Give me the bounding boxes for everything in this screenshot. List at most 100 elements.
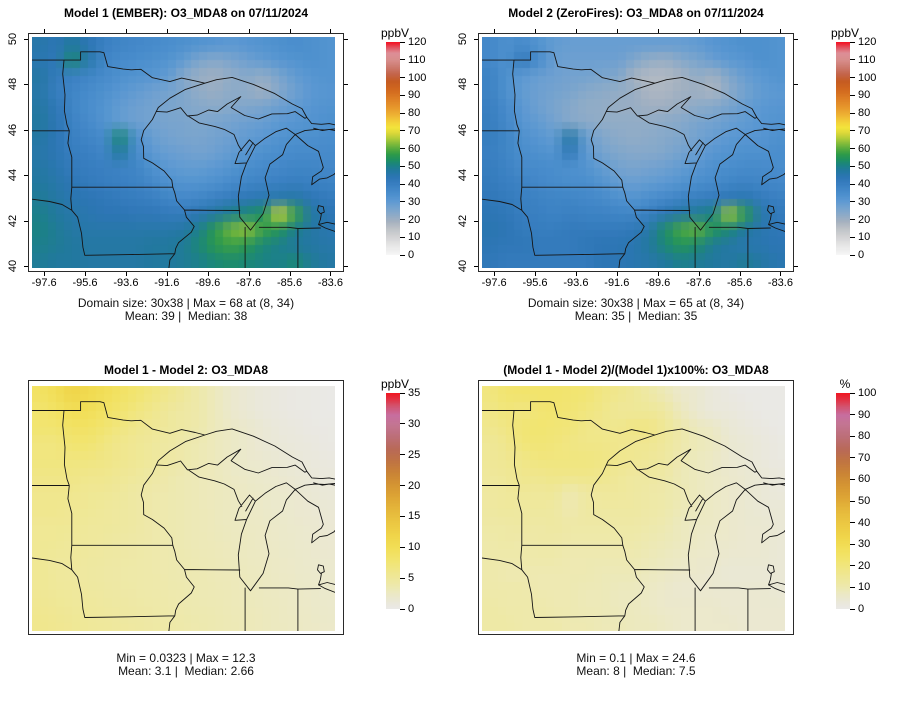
x-axis-tick <box>44 272 46 276</box>
colorbar-tick <box>850 77 855 78</box>
x-axis-tick <box>166 272 168 276</box>
panel-model1-ember: Model 1 (EMBER): O3_MDA8 on 07/11/2024 -… <box>0 0 450 352</box>
colorbar-tick-label: 0 <box>858 603 865 615</box>
colorbar-tick <box>400 41 405 43</box>
colorbar-tick <box>850 565 855 567</box>
y-axis-tick <box>24 175 28 177</box>
y-axis-tick <box>474 265 478 267</box>
colorbar-tick <box>400 59 405 61</box>
x-axis-label: -83.6 <box>317 277 343 289</box>
x-axis-tick <box>330 272 332 276</box>
y-axis-tick <box>24 220 28 222</box>
colorbar-tick-label: 70 <box>858 451 871 464</box>
y-axis-label: 40 <box>457 259 469 273</box>
colorbar-tick <box>400 219 405 220</box>
colorbar-tick <box>400 236 405 238</box>
colorbar-tick-label: 80 <box>408 107 421 119</box>
colorbar-tick-label: 20 <box>408 213 421 226</box>
y-axis-label: 48 <box>457 78 469 91</box>
colorbar-tick <box>400 515 405 517</box>
colorbar-tick <box>850 608 855 610</box>
y-axis-label: 48 <box>7 78 19 91</box>
colorbar-tick-label: 50 <box>858 160 871 173</box>
y-axis-tick <box>24 129 28 131</box>
colorbar-tick <box>400 423 405 425</box>
colorbar-tick-label: 80 <box>858 107 871 119</box>
colorbar <box>836 42 850 255</box>
y-axis-tick <box>24 39 28 41</box>
y-axis-tick-right <box>794 129 798 131</box>
colorbar-tick <box>850 435 855 437</box>
colorbar-tick <box>850 236 855 238</box>
colorbar-tick <box>400 183 405 185</box>
x-axis-tick <box>698 272 700 276</box>
map-canvas <box>482 386 785 631</box>
panel-title: (Model 1 - Model 2)/(Model 1)x100%: O3_M… <box>503 363 769 377</box>
colorbar-tick-label: 60 <box>408 142 421 155</box>
colorbar-tick-label: 90 <box>858 408 871 421</box>
x-axis-tick <box>535 272 537 276</box>
y-axis-tick-right <box>794 220 798 222</box>
colorbar-tick-label: 10 <box>858 231 871 244</box>
x-axis-tick-top <box>289 29 291 33</box>
colorbar-tick <box>850 219 855 220</box>
plot-box <box>28 380 344 635</box>
colorbar-tick-label: 30 <box>858 195 871 208</box>
panel-model2-zerofires: Model 2 (ZeroFires): O3_MDA8 on 07/11/20… <box>450 0 900 352</box>
x-axis-label: -91.6 <box>154 277 180 289</box>
colorbar-tick-label: 5 <box>408 572 415 585</box>
colorbar-tick-label: 40 <box>858 516 871 529</box>
colorbar-tick <box>850 392 855 394</box>
stats-line2: Mean: 39 | Median: 38 <box>124 309 248 323</box>
plot-box <box>28 33 344 272</box>
colorbar-tick-label: 20 <box>858 559 871 572</box>
x-axis-tick-top <box>125 29 127 33</box>
colorbar-tick-label: 100 <box>858 71 877 84</box>
x-axis-label: -95.6 <box>522 277 548 289</box>
x-axis-tick <box>616 272 618 276</box>
y-axis-tick <box>474 220 478 222</box>
colorbar-tick-label: 10 <box>408 541 421 554</box>
colorbar-tick-label: 10 <box>858 581 871 594</box>
colorbar-tick-label: 100 <box>858 387 877 399</box>
x-axis-tick-top <box>575 29 577 33</box>
colorbar-tick <box>850 41 855 43</box>
y-axis-tick <box>474 175 478 177</box>
x-axis-label: -85.6 <box>727 277 753 289</box>
y-axis-label: 44 <box>7 169 19 182</box>
colorbar-tick <box>400 165 405 167</box>
colorbar-tick <box>850 165 855 167</box>
colorbar-tick-label: 15 <box>408 510 421 523</box>
colorbar-tick-label: 90 <box>408 89 421 102</box>
colorbar-tick <box>400 254 405 256</box>
colorbar-tick <box>400 112 405 114</box>
colorbar-tick <box>850 414 855 416</box>
colorbar-tick <box>400 454 405 456</box>
x-axis-tick-top <box>494 29 496 33</box>
x-axis-tick-top <box>207 29 209 33</box>
x-axis-tick <box>289 272 291 276</box>
x-axis-tick-top <box>330 29 332 33</box>
y-axis-tick-right <box>344 39 348 41</box>
y-axis-tick-right <box>794 175 798 177</box>
colorbar-tick <box>850 148 855 149</box>
panel-title: Model 1 (EMBER): O3_MDA8 on 07/11/2024 <box>63 6 309 20</box>
map-canvas <box>482 37 785 268</box>
colorbar-tick <box>850 586 855 588</box>
colorbar-tick <box>400 546 405 548</box>
panel-percent-difference: (Model 1 - Model 2)/(Model 1)x100%: O3_M… <box>450 355 900 707</box>
x-axis-label: -85.6 <box>277 277 303 289</box>
x-axis-tick-top <box>166 29 168 33</box>
y-axis-tick-right <box>794 265 798 267</box>
colorbar-tick-label: 20 <box>858 213 871 226</box>
x-axis-label: -93.6 <box>113 277 139 289</box>
colorbar-tick-label: 40 <box>858 178 871 190</box>
map-canvas <box>32 386 335 631</box>
x-axis-tick <box>125 272 127 276</box>
y-axis-tick <box>474 129 478 131</box>
colorbar-tick-label: 40 <box>408 178 421 190</box>
panel-difference: Model 1 - Model 2: O3_MDA8 ppbV 0 5 10 15 20… <box>0 355 450 707</box>
colorbar <box>386 393 400 609</box>
colorbar-tick-label: 120 <box>858 36 877 48</box>
colorbar-tick <box>400 577 405 579</box>
